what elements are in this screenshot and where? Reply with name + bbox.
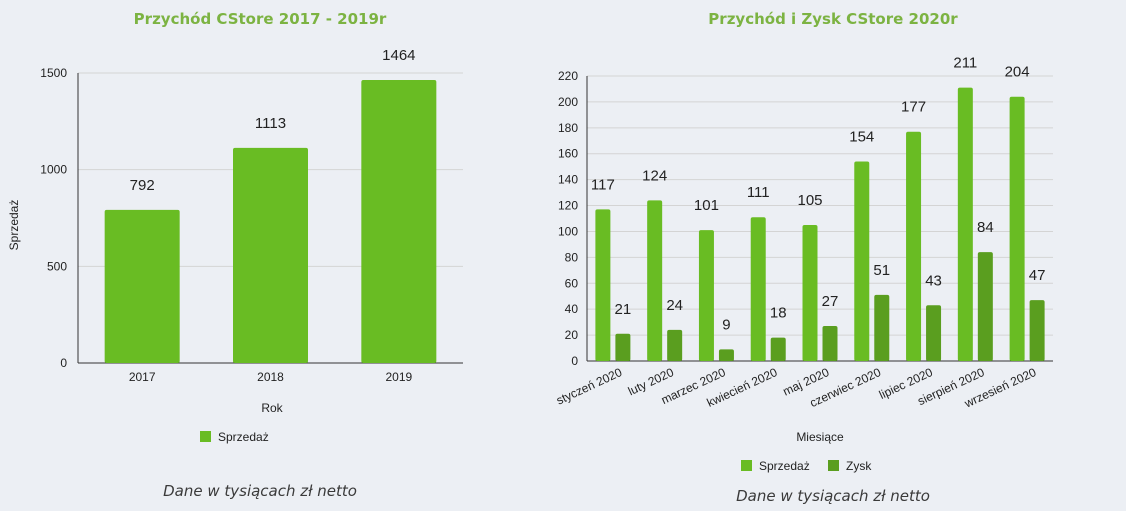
data-label: 1464 — [382, 47, 415, 64]
data-label: 177 — [901, 99, 926, 116]
y-tick-label: 20 — [565, 328, 579, 342]
chart-title: Przychód CStore 2017 - 2019r — [133, 10, 387, 28]
chart-panel-2017-2019: Przychód CStore 2017 - 2019r 0 500 1000 150… — [0, 0, 520, 511]
bar-sales — [957, 87, 973, 361]
chart-canvas: 0 500 1000 1500 792 2017 1113 2018 1464 2019 Rok Sp… — [7, 47, 463, 444]
bar — [361, 79, 437, 364]
y-tick-label: 200 — [558, 95, 578, 109]
chart-canvas: 0 20 40 60 80 100 120 140 160 180 200 220 117 21 stycz… — [554, 55, 1053, 473]
y-tick-label: 80 — [565, 250, 579, 264]
bar-profit — [770, 337, 786, 361]
data-label: 47 — [1029, 267, 1046, 284]
legend-label-profit: Zysk — [846, 459, 872, 473]
legend-swatch-profit — [828, 460, 839, 471]
chart-title: Przychód i Zysk CStore 2020r — [708, 10, 958, 28]
y-tick-label: 0 — [571, 354, 578, 368]
data-label: 43 — [925, 272, 942, 289]
x-axis-label: Rok — [261, 401, 283, 415]
data-label: 1113 — [255, 115, 286, 132]
data-label: 105 — [797, 192, 822, 209]
legend-swatch-sales — [741, 460, 752, 471]
data-label: 124 — [642, 167, 667, 184]
x-tick-label: 2019 — [385, 370, 412, 384]
bar-profit — [615, 333, 631, 361]
data-label: 24 — [666, 297, 683, 314]
legend-label-sales: Sprzedaż — [218, 430, 269, 444]
x-axis-label: Miesiące — [796, 430, 844, 444]
y-tick-label: 40 — [565, 302, 579, 316]
y-tick-label: 100 — [558, 224, 578, 238]
y-axis-label: Sprzedaż — [7, 200, 21, 251]
data-label: 204 — [1005, 64, 1030, 81]
data-label: 84 — [977, 219, 994, 236]
data-label: 111 — [747, 184, 770, 201]
x-tick-label: 2018 — [257, 370, 284, 384]
bar-sales — [595, 209, 611, 361]
data-label: 211 — [953, 55, 977, 72]
y-tick-label: 0 — [60, 356, 67, 370]
units-note: Dane w tysiącach zł netto — [736, 487, 930, 505]
bar-sales — [906, 131, 922, 361]
data-label: 101 — [694, 197, 719, 214]
y-tick-label: 500 — [47, 259, 67, 273]
data-label: 154 — [849, 129, 874, 146]
bar-sales — [802, 224, 818, 361]
data-label: 9 — [722, 316, 730, 333]
bar-profit — [718, 349, 734, 361]
bar-profit — [1029, 300, 1045, 361]
data-label: 792 — [130, 177, 155, 194]
bar-profit — [667, 329, 683, 361]
bar — [104, 209, 180, 363]
y-tick-label: 180 — [558, 121, 578, 135]
y-tick-label: 120 — [558, 199, 578, 213]
y-tick-label: 220 — [558, 69, 578, 83]
y-tick-label: 1500 — [40, 66, 67, 80]
bar-profit — [926, 305, 942, 361]
bar-sales — [854, 161, 870, 361]
units-note: Dane w tysiącach zł netto — [163, 482, 357, 500]
data-label: 18 — [770, 305, 787, 322]
legend-swatch-sales — [200, 431, 211, 442]
data-label: 117 — [591, 176, 615, 193]
y-tick-label: 60 — [565, 276, 579, 290]
bar-sales — [1009, 96, 1025, 362]
bar-sales — [750, 217, 766, 361]
y-tick-label: 1000 — [40, 163, 67, 177]
legend-label-sales: Sprzedaż — [759, 459, 810, 473]
bar-sales — [698, 230, 714, 361]
data-label: 51 — [873, 262, 890, 279]
chart-panel-2020: Przychód i Zysk CStore 2020r 0 20 40 60 80 10… — [540, 0, 1126, 511]
data-label: 21 — [615, 301, 632, 318]
bar-profit — [977, 252, 993, 361]
data-label: 27 — [822, 293, 839, 310]
bar-profit — [874, 294, 890, 361]
x-tick-label: styczeń 2020 — [554, 365, 624, 408]
y-tick-label: 160 — [558, 147, 578, 161]
y-tick-label: 140 — [558, 173, 578, 187]
bar-sales — [647, 200, 663, 361]
x-tick-label: 2017 — [129, 370, 156, 384]
bar-profit — [822, 326, 838, 361]
bar — [233, 147, 308, 363]
